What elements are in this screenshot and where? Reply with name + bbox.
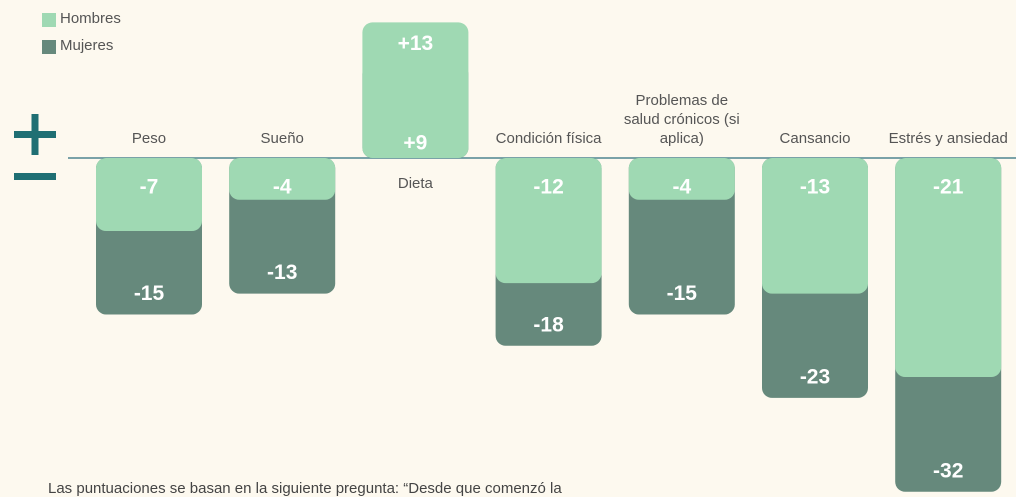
value-label: -15 [134, 282, 165, 305]
value-label: -23 [800, 365, 830, 388]
category-label: Sueño [260, 130, 304, 148]
bar [96, 158, 202, 232]
category-label: Condición física [495, 130, 602, 148]
value-label: -4 [672, 176, 691, 199]
legend-swatch [42, 40, 56, 54]
value-label: -7 [140, 176, 159, 199]
bar [895, 158, 1002, 378]
bar [495, 158, 602, 284]
bar [628, 158, 735, 200]
category-label: Dieta [397, 175, 433, 193]
value-label: -18 [533, 313, 564, 336]
legend-label: Hombres [60, 10, 121, 27]
note: Las puntuaciones se basan en la siguient… [48, 480, 562, 497]
minus-sign [14, 173, 56, 180]
category-label: Estrés y ansiedad [888, 130, 1008, 148]
value-label: -13 [800, 176, 830, 199]
value-label: +9 [403, 132, 427, 155]
bar [762, 158, 868, 294]
value-label: -32 [933, 459, 963, 482]
value-label: -4 [273, 176, 292, 199]
bar [362, 22, 469, 159]
value-label: +13 [398, 32, 434, 55]
category-label: Problemas de salud crónicos (si aplica) [623, 92, 740, 148]
value-label: -12 [533, 176, 563, 199]
legend-swatch [42, 13, 56, 27]
plus-sign [31, 114, 39, 155]
value-label: -21 [933, 176, 964, 199]
category-label: Peso [131, 130, 167, 148]
bar [229, 158, 336, 200]
category-label: Cansancio [779, 130, 851, 148]
value-label: -13 [267, 261, 297, 284]
value-label: -15 [667, 282, 698, 305]
legend-label: Mujeres [60, 37, 114, 54]
